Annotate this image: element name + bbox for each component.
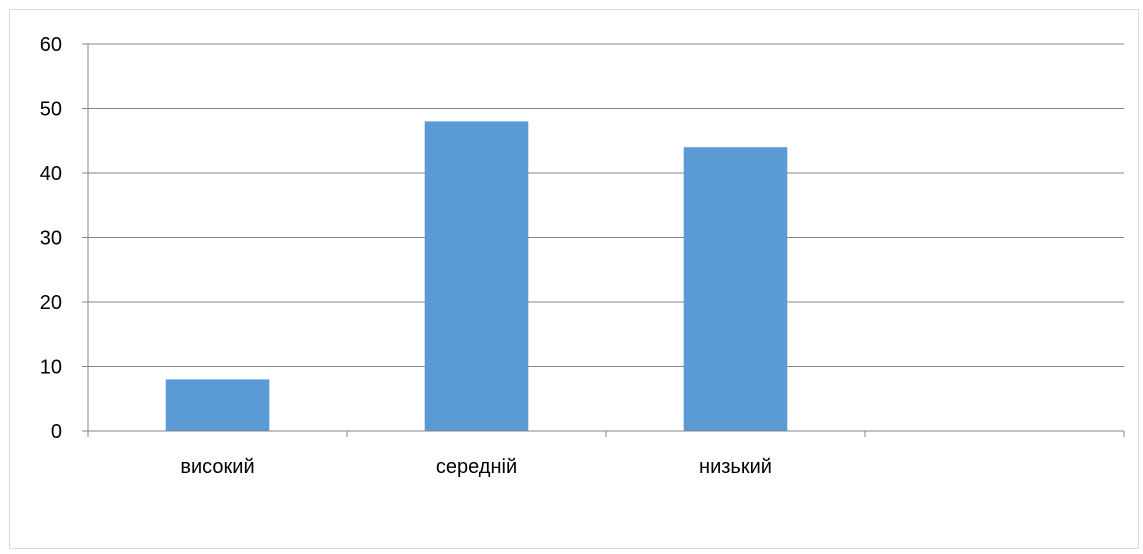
x-axis xyxy=(87,430,1125,437)
y-tick-label: 60 xyxy=(40,34,62,56)
x-axis-labels: високий середній низький xyxy=(180,456,772,478)
bar xyxy=(165,379,270,431)
chart-area xyxy=(9,9,1139,549)
x-tick-label: високий xyxy=(180,456,254,478)
y-tick-label: 30 xyxy=(40,228,62,250)
bar xyxy=(424,121,529,432)
gridlines xyxy=(88,43,1124,367)
bars xyxy=(165,121,788,432)
y-tick-label: 0 xyxy=(51,421,62,443)
y-tick-label: 10 xyxy=(40,357,62,379)
x-tick-label: середній xyxy=(436,456,517,478)
y-tick-label: 40 xyxy=(40,163,62,185)
y-tick-label: 20 xyxy=(40,292,62,314)
y-axis-ticks: 0 10 20 30 40 50 60 xyxy=(40,34,89,443)
x-tick-label: низький xyxy=(699,456,772,478)
y-tick-label: 50 xyxy=(40,99,62,121)
bar xyxy=(683,147,788,431)
